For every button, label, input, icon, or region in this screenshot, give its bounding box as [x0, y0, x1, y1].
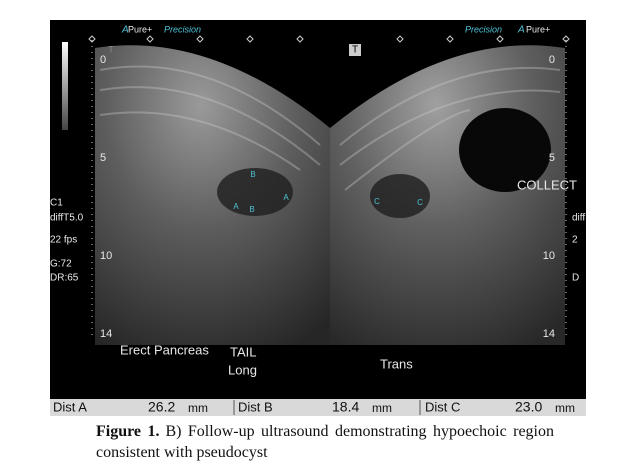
depth-label: 5 [549, 152, 555, 164]
ultrasound-image: A Pure+ Precision Precision A Pure+TT05101405… [50, 20, 586, 416]
caliper-label: C [374, 197, 380, 206]
measurement-unit: mm [555, 401, 575, 415]
depth-label: 14 [543, 328, 555, 340]
side-info: diffT5.0 [50, 213, 84, 224]
caliper-label: C [417, 198, 423, 207]
side-info: D [572, 273, 579, 284]
hypoechoic-region [370, 174, 430, 218]
tissue-texture [99, 65, 561, 191]
header-text: A [517, 25, 525, 36]
depth-label: 0 [549, 54, 555, 66]
t-icon: T [108, 44, 114, 54]
left-scan [95, 45, 330, 345]
depth-label: 10 [100, 250, 112, 262]
scale-markers [88, 35, 570, 43]
caliper-label: B [249, 205, 254, 214]
annotation: TAIL [230, 344, 257, 359]
side-info: G:72 [50, 259, 72, 270]
annotation: Erect Pancreas [120, 342, 209, 357]
measurement-name: Dist A [53, 399, 87, 414]
measurement-unit: mm [372, 401, 392, 415]
annotation: Long [228, 362, 257, 377]
caption-text: B) Follow-up ultrasound demonstrating hy… [96, 423, 554, 461]
annotation: Trans [380, 356, 413, 371]
depth-label: 14 [100, 328, 112, 340]
side-info: 2 [572, 235, 578, 246]
measurement-dividers [233, 400, 421, 415]
caption-label: Figure 1. [96, 423, 160, 440]
gray-scale-bar [62, 42, 68, 130]
header-text: A [121, 25, 129, 36]
figure-caption: Figure 1. B) Follow-up ultrasound demonst… [96, 421, 554, 463]
depth-label: 0 [100, 54, 106, 66]
measurement-value: 23.0 [515, 399, 542, 415]
header-text: Pure+ [128, 24, 152, 34]
measurement-name: Dist B [238, 399, 273, 414]
measurement-name: Dist C [425, 399, 460, 414]
header-text: Precision [164, 24, 201, 34]
depth-label: 10 [543, 250, 555, 262]
measurement-value: 18.4 [332, 399, 359, 415]
header-text: Pure+ [526, 24, 550, 34]
side-info: 22 fps [50, 235, 77, 246]
caliper-label: A [283, 193, 289, 202]
caliper-label: B [250, 170, 255, 179]
measurement-bar [50, 399, 586, 416]
depth-scale [91, 40, 567, 340]
side-info: C1 [50, 198, 63, 209]
depth-label: 5 [100, 152, 106, 164]
hypoechoic-region [217, 168, 293, 216]
side-info: DR:65 [50, 273, 79, 284]
measurement-unit: mm [188, 401, 208, 415]
t-icon: T [352, 45, 358, 56]
annotation: COLLECT [517, 177, 577, 192]
caliper-label: A [233, 202, 239, 211]
measurement-value: 26.2 [148, 399, 175, 415]
side-info: diff [572, 213, 585, 224]
header-text: Precision [465, 24, 502, 34]
pseudocyst [459, 108, 551, 192]
t-icon-box [349, 44, 361, 56]
